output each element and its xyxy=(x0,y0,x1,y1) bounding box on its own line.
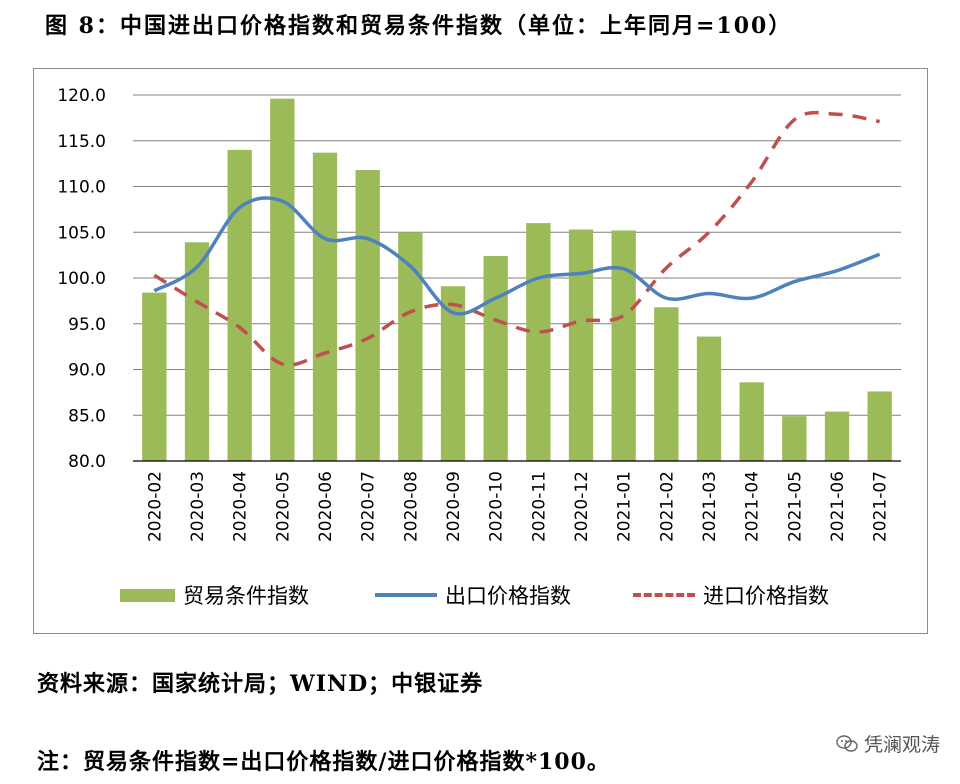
legend-label: 贸易条件指数 xyxy=(183,584,309,608)
x-tick-label: 2020-08 xyxy=(401,471,421,542)
y-tick-label: 95.0 xyxy=(68,315,106,335)
bar-trade-terms xyxy=(867,391,892,461)
x-tick-label: 2020-05 xyxy=(273,471,293,542)
bar-trade-terms xyxy=(739,382,764,461)
chart-frame xyxy=(33,68,928,634)
legend-item-trade-terms: 贸易条件指数 xyxy=(120,580,309,610)
bar-trade-terms xyxy=(654,307,679,461)
y-axis-tick-labels: 80.0 85.0 90.0 95.0 100.0 105.0 110.0 115.0 120.… xyxy=(57,86,106,472)
x-tick-label: 2021-07 xyxy=(871,471,891,542)
bar-trade-terms xyxy=(355,170,380,461)
y-tick-label: 120.0 xyxy=(57,86,106,106)
x-tick-label: 2021-01 xyxy=(615,471,635,542)
x-tick-label: 2020-02 xyxy=(145,471,165,542)
line-import-price-index xyxy=(153,110,880,367)
x-axis-tick-labels: 2020-02 2020-03 2020-04 2020-05 2020-06 2020-… xyxy=(145,471,890,542)
x-tick-label: 2021-02 xyxy=(657,471,677,542)
x-tick-label: 2020-07 xyxy=(359,471,379,542)
bar-trade-terms xyxy=(184,242,210,461)
x-tick-label: 2021-06 xyxy=(828,471,848,542)
wechat-icon xyxy=(836,734,858,752)
legend-label: 出口价格指数 xyxy=(445,584,571,608)
bar-trade-terms xyxy=(312,152,338,461)
legend-swatch-dashed-line xyxy=(633,593,695,597)
bar-trade-terms xyxy=(483,256,508,461)
y-tick-label: 105.0 xyxy=(57,223,106,243)
x-tick-label: 2020-12 xyxy=(572,471,592,542)
bar-trade-terms xyxy=(398,232,423,461)
footnote: 注：贸易条件指数=出口价格指数/进口价格指数*100。 xyxy=(37,749,610,775)
legend-swatch-bar xyxy=(120,588,175,602)
y-tick-label: 90.0 xyxy=(68,361,106,381)
bar-trade-terms xyxy=(824,411,850,461)
bar-trade-terms xyxy=(782,416,807,461)
x-tick-label: 2021-03 xyxy=(700,471,720,542)
bars-trade-terms xyxy=(142,98,892,461)
y-tick-label: 110.0 xyxy=(57,178,106,198)
x-tick-label: 2021-04 xyxy=(743,471,763,542)
bar-trade-terms xyxy=(270,98,295,461)
y-tick-label: 115.0 xyxy=(57,132,106,152)
x-tick-label: 2020-10 xyxy=(487,471,507,542)
legend-item-import: 进口价格指数 xyxy=(633,580,829,610)
legend-label: 进口价格指数 xyxy=(703,584,829,608)
x-tick-label: 2020-06 xyxy=(316,471,336,542)
bar-trade-terms xyxy=(611,230,636,461)
bar-trade-terms xyxy=(568,229,594,461)
y-tick-label: 80.0 xyxy=(68,452,106,472)
x-tick-label: 2020-09 xyxy=(444,471,464,542)
legend-item-export: 出口价格指数 xyxy=(375,580,571,610)
bar-trade-terms xyxy=(696,336,722,461)
source-note: 资料来源：国家统计局；WIND；中银证券 xyxy=(37,671,484,697)
watermark: 凭澜观涛 xyxy=(836,730,940,757)
bar-trade-terms xyxy=(526,223,551,461)
line-export-price-index xyxy=(153,196,881,316)
x-tick-label: 2020-11 xyxy=(529,471,549,542)
bar-trade-terms xyxy=(227,149,252,461)
y-tick-label: 100.0 xyxy=(57,269,106,289)
y-tick-label: 85.0 xyxy=(68,406,106,426)
x-tick-label: 2020-03 xyxy=(188,471,208,542)
watermark-text: 凭澜观涛 xyxy=(863,734,940,756)
legend: 贸易条件指数 出口价格指数 进口价格指数 xyxy=(0,580,960,612)
x-tick-label: 2020-04 xyxy=(231,471,251,542)
gridlines xyxy=(133,94,901,416)
legend-swatch-line xyxy=(375,593,437,597)
x-tick-label: 2021-05 xyxy=(785,471,805,542)
figure-title: 图 8：中国进出口价格指数和贸易条件指数（单位：上年同月=100） xyxy=(45,13,793,39)
bar-trade-terms xyxy=(142,292,167,461)
series-lines xyxy=(153,110,881,367)
